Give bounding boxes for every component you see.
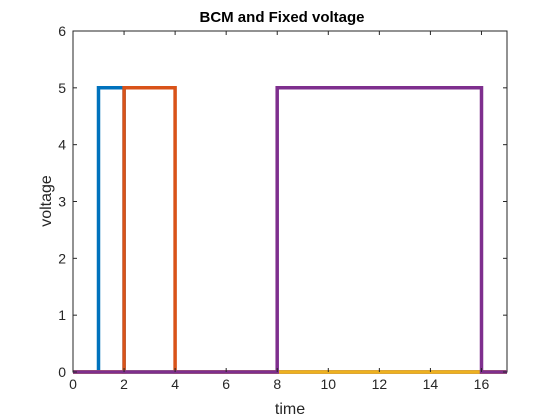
y-tick-label: 4	[58, 137, 66, 153]
x-axis-label: time	[275, 401, 305, 418]
y-tick-label: 5	[58, 80, 66, 96]
x-tick-label: 2	[120, 376, 128, 392]
y-tick-label: 6	[58, 23, 66, 39]
y-tick-label: 3	[58, 194, 66, 210]
x-tick-label: 12	[372, 376, 388, 392]
x-tick-label: 16	[474, 376, 490, 392]
series-layer	[73, 86, 507, 374]
y-tick-label: 2	[58, 250, 66, 266]
chart-title: BCM and Fixed voltage	[199, 9, 364, 26]
x-tick-label: 14	[423, 376, 439, 392]
y-tick-label: 1	[58, 307, 66, 323]
x-tick-label: 4	[171, 376, 179, 392]
x-tick-label: 6	[222, 376, 230, 392]
x-tick-label: 8	[273, 376, 281, 392]
y-axis-label: voltage	[38, 175, 55, 227]
x-tick-label: 0	[69, 376, 77, 392]
y-tick-label: 0	[58, 364, 66, 380]
axes-box	[72, 30, 508, 373]
series-line-4	[73, 86, 507, 374]
x-tick-label: 10	[321, 376, 337, 392]
